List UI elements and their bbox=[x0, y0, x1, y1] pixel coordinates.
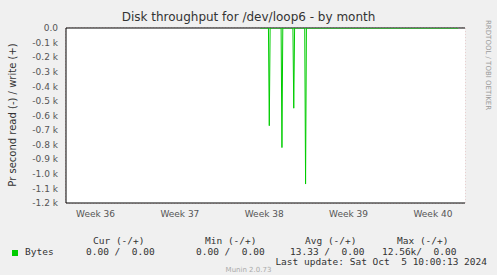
svg-text:-0.1 k: -0.1 k bbox=[32, 38, 58, 48]
html-text:Pr second read (-) / write (+): Pr second read (-) / write (+) bbox=[6, 43, 18, 187]
svg-text:-0.2 k: -0.2 k bbox=[32, 52, 58, 62]
svg-text:-0.5 k: -0.5 k bbox=[32, 96, 58, 106]
svg-text:-1.2 k: -1.2 k bbox=[32, 198, 58, 208]
svg-text:-1.1 k: -1.1 k bbox=[32, 184, 58, 194]
html-text:Cur (-/+): Cur (-/+) bbox=[93, 235, 145, 246]
html-text:Max (-/+): Max (-/+) bbox=[397, 235, 449, 246]
html-text:Avg (-/+): Avg (-/+) bbox=[305, 235, 357, 246]
html-text:0.00 / 0.00: 0.00 / 0.00 bbox=[86, 246, 155, 257]
html-text:0.00 / 0.00: 0.00 / 0.00 bbox=[196, 246, 265, 257]
svg-text:Week 40: Week 40 bbox=[413, 209, 452, 219]
svg-text:-0.8 k: -0.8 k bbox=[32, 140, 58, 150]
html-text:13.33 / 0.00: 13.33 / 0.00 bbox=[290, 246, 365, 257]
svg-text:-0.6 k: -0.6 k bbox=[32, 111, 58, 121]
svg-text:-0.3 k: -0.3 k bbox=[32, 67, 58, 77]
svg-text:Week 36: Week 36 bbox=[76, 209, 115, 219]
html-text:RRDTOOL / TOBI OETIKER: RRDTOOL / TOBI OETIKER bbox=[484, 20, 492, 111]
svg-text:-0.4 k: -0.4 k bbox=[32, 82, 58, 92]
svg-text:Week 39: Week 39 bbox=[329, 209, 368, 219]
html-text:Munin 2.0.73: Munin 2.0.73 bbox=[225, 266, 272, 274]
svg-text:Week 37: Week 37 bbox=[160, 209, 199, 219]
svg-text:-0.7 k: -0.7 k bbox=[32, 125, 58, 135]
svg-text:0.0: 0.0 bbox=[44, 23, 59, 33]
html-text:12.56k/ 0.00: 12.56k/ 0.00 bbox=[382, 246, 457, 257]
html-text:Min (-/+): Min (-/+) bbox=[205, 235, 257, 246]
svg-text:Week 38: Week 38 bbox=[245, 209, 284, 219]
svg-text:-1.0 k: -1.0 k bbox=[32, 169, 58, 179]
html-text:Last update: Sat Oct 5 10:00:1: Last update: Sat Oct 5 10:00:13 2024 bbox=[275, 256, 487, 267]
svg-text:-0.9 k: -0.9 k bbox=[32, 154, 58, 164]
html-text:Disk throughput for /dev/loop6: Disk throughput for /dev/loop6 - by mont… bbox=[121, 10, 376, 24]
html-text:Bytes: Bytes bbox=[25, 246, 54, 257]
